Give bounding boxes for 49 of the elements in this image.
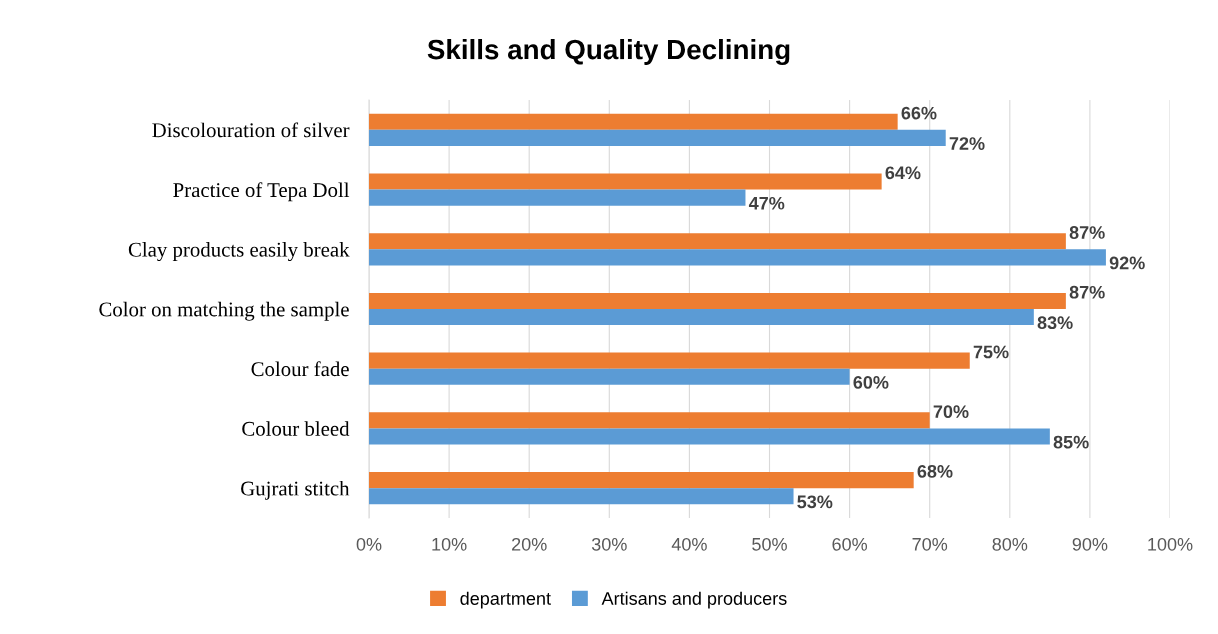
chart-title: Skills and Quality Declining bbox=[427, 38, 790, 66]
x-tick-label: 10% bbox=[432, 537, 467, 551]
data-label: 70% bbox=[933, 405, 969, 419]
data-label: 72% bbox=[949, 137, 985, 150]
data-label: 87% bbox=[1069, 285, 1105, 299]
data-label: 92% bbox=[1109, 256, 1145, 270]
bar bbox=[369, 189, 746, 206]
bar bbox=[369, 472, 914, 489]
bar bbox=[369, 488, 794, 505]
y-tick-label: Gujrati stitch bbox=[241, 480, 350, 500]
data-label: 68% bbox=[917, 464, 953, 478]
bar bbox=[369, 249, 1106, 266]
legend-label: Artisans and producers bbox=[601, 591, 787, 609]
data-label: 53% bbox=[797, 495, 833, 509]
x-tick-label: 80% bbox=[992, 537, 1028, 551]
x-tick-label: 90% bbox=[1072, 537, 1108, 551]
data-label: 87% bbox=[1069, 226, 1105, 239]
y-tick-label: Colour fade bbox=[251, 361, 349, 377]
bar bbox=[369, 412, 930, 429]
data-label: 75% bbox=[973, 345, 1009, 359]
bar bbox=[369, 233, 1066, 250]
bar bbox=[369, 129, 946, 146]
x-tick-label: 30% bbox=[591, 537, 627, 551]
bar bbox=[369, 309, 1034, 326]
data-label: 83% bbox=[1037, 316, 1073, 330]
data-label: 64% bbox=[885, 166, 921, 180]
x-tick-label: 60% bbox=[832, 537, 868, 551]
x-tick-label: 50% bbox=[752, 537, 787, 551]
bar bbox=[369, 428, 1050, 445]
data-label: 47% bbox=[748, 196, 785, 210]
bar bbox=[369, 173, 882, 190]
x-tick-label: 70% bbox=[912, 537, 948, 551]
y-tick-label: Practice of Tepa Doll bbox=[173, 182, 350, 202]
x-tick-label: 40% bbox=[671, 537, 707, 551]
data-label: 60% bbox=[853, 376, 889, 389]
x-tick-label: 20% bbox=[512, 537, 547, 551]
x-tick-label: 100% bbox=[1148, 537, 1193, 551]
y-tick-label: Colour bleed bbox=[242, 421, 350, 436]
bar bbox=[369, 368, 850, 385]
bar bbox=[369, 292, 1066, 309]
y-tick-label: Color on matching the sample bbox=[99, 301, 349, 321]
bar bbox=[369, 113, 898, 130]
bar bbox=[369, 352, 970, 369]
data-label: 66% bbox=[901, 106, 937, 120]
x-tick-label: 0% bbox=[356, 537, 382, 551]
y-tick-label: Discolouration of silver bbox=[152, 122, 350, 138]
y-tick-label: Clay products easily break bbox=[128, 242, 350, 262]
legend-label: department bbox=[460, 591, 551, 609]
data-label: 85% bbox=[1053, 435, 1089, 449]
